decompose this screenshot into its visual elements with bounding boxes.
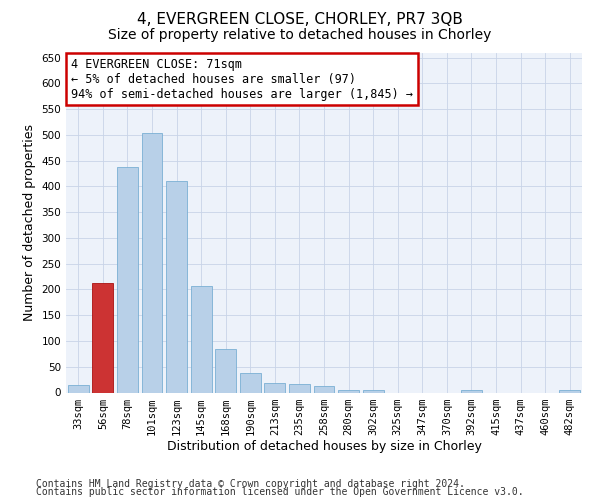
- Bar: [461, 390, 482, 392]
- Bar: [191, 286, 212, 393]
- Bar: [240, 373, 261, 392]
- Bar: [166, 182, 187, 392]
- Bar: [142, 134, 163, 392]
- Bar: [559, 390, 580, 392]
- Bar: [215, 348, 236, 393]
- Bar: [314, 386, 334, 392]
- Text: 4 EVERGREEN CLOSE: 71sqm
← 5% of detached houses are smaller (97)
94% of semi-de: 4 EVERGREEN CLOSE: 71sqm ← 5% of detache…: [71, 58, 413, 100]
- X-axis label: Distribution of detached houses by size in Chorley: Distribution of detached houses by size …: [167, 440, 481, 454]
- Bar: [68, 385, 89, 392]
- Text: 4, EVERGREEN CLOSE, CHORLEY, PR7 3QB: 4, EVERGREEN CLOSE, CHORLEY, PR7 3QB: [137, 12, 463, 28]
- Bar: [92, 284, 113, 393]
- Y-axis label: Number of detached properties: Number of detached properties: [23, 124, 36, 321]
- Text: Contains public sector information licensed under the Open Government Licence v3: Contains public sector information licen…: [36, 487, 524, 497]
- Bar: [117, 168, 138, 392]
- Text: Size of property relative to detached houses in Chorley: Size of property relative to detached ho…: [109, 28, 491, 42]
- Bar: [289, 384, 310, 392]
- Bar: [338, 390, 359, 392]
- Bar: [265, 383, 286, 392]
- Bar: [362, 390, 383, 392]
- Text: Contains HM Land Registry data © Crown copyright and database right 2024.: Contains HM Land Registry data © Crown c…: [36, 479, 465, 489]
